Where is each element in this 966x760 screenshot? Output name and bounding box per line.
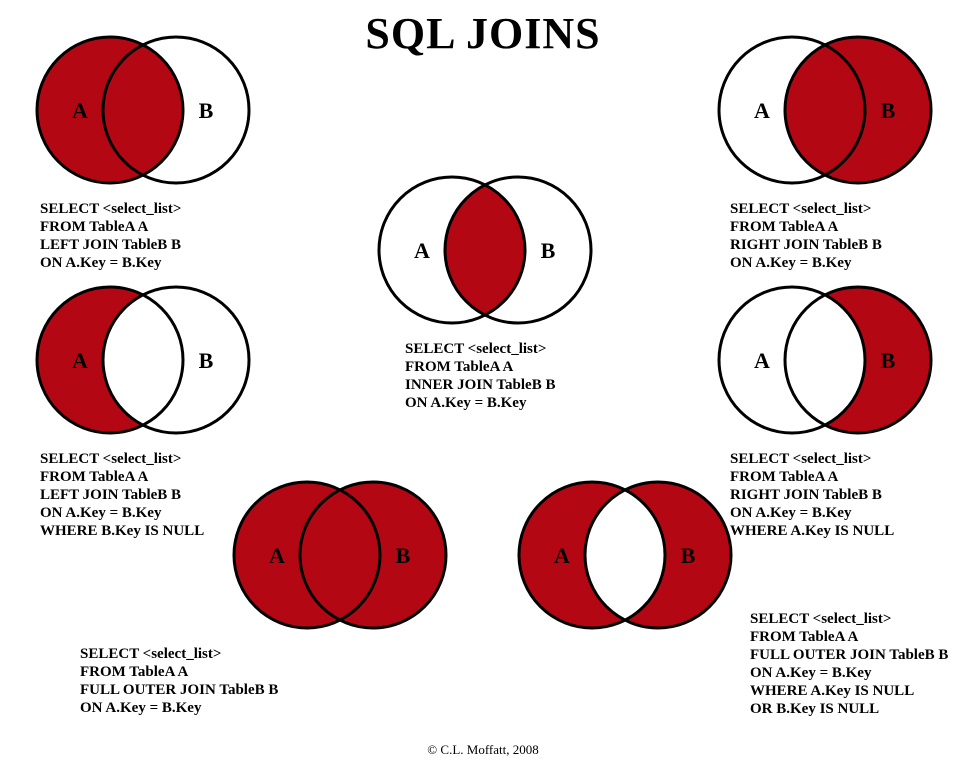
sql-right-join: SELECT <select_list> FROM TableA A RIGHT…	[730, 200, 882, 272]
svg-text:A: A	[554, 543, 570, 568]
svg-text:B: B	[681, 543, 696, 568]
svg-text:B: B	[541, 238, 556, 263]
svg-text:A: A	[754, 98, 770, 123]
venn-diagram: A B	[28, 30, 258, 195]
sql-inner-join: SELECT <select_list> FROM TableA A INNER…	[405, 340, 555, 412]
svg-text:B: B	[881, 98, 896, 123]
venn-diagram: A B	[370, 170, 600, 335]
venn-inner-join: A B	[370, 170, 600, 335]
svg-text:B: B	[199, 98, 214, 123]
venn-right-join: A B	[710, 30, 940, 195]
venn-diagram: A B	[28, 280, 258, 445]
svg-text:B: B	[881, 348, 896, 373]
sql-full-outer-excl-join: SELECT <select_list> FROM TableA A FULL …	[750, 610, 948, 718]
venn-diagram: A B	[225, 475, 455, 640]
venn-diagram: A B	[710, 30, 940, 195]
svg-text:B: B	[396, 543, 411, 568]
attribution-text: © C.L. Moffatt, 2008	[0, 742, 966, 758]
venn-full-outer-excl-join: A B	[510, 475, 740, 640]
venn-diagram: A B	[510, 475, 740, 640]
venn-left-join: A B	[28, 30, 258, 195]
svg-text:B: B	[199, 348, 214, 373]
venn-diagram: A B	[710, 280, 940, 445]
sql-right-excl-join: SELECT <select_list> FROM TableA A RIGHT…	[730, 450, 894, 540]
venn-full-outer-join: A B	[225, 475, 455, 640]
venn-right-excl-join: A B	[710, 280, 940, 445]
sql-left-join: SELECT <select_list> FROM TableA A LEFT …	[40, 200, 181, 272]
svg-text:A: A	[269, 543, 285, 568]
svg-text:A: A	[72, 98, 88, 123]
sql-full-outer-join: SELECT <select_list> FROM TableA A FULL …	[80, 645, 278, 717]
svg-text:A: A	[414, 238, 430, 263]
sql-left-excl-join: SELECT <select_list> FROM TableA A LEFT …	[40, 450, 204, 540]
svg-text:A: A	[72, 348, 88, 373]
svg-text:A: A	[754, 348, 770, 373]
venn-left-excl-join: A B	[28, 280, 258, 445]
